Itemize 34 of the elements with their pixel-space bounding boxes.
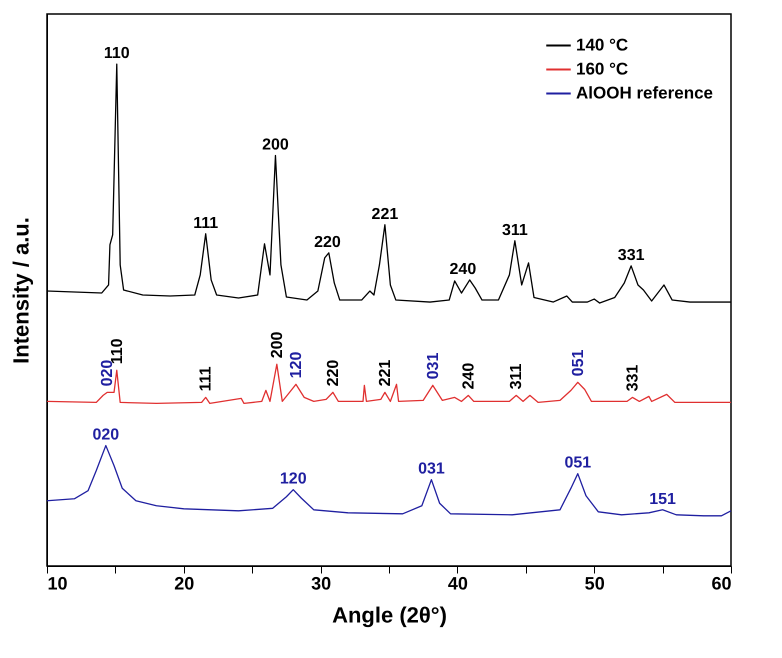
annotation: 221 [376,360,394,386]
legend-label: 140 °C [576,36,628,54]
annotation: 031 [418,460,445,478]
annotation: 200 [262,136,289,154]
x-axis-title: Angle (2θ°) [332,602,447,628]
annotation: 051 [564,454,592,472]
annotation: 120 [280,470,307,488]
annotation: 110 [104,45,130,62]
x-tick-label: 20 [174,574,194,594]
legend-label: 160 °C [576,60,628,78]
x-tick-label: 30 [311,574,332,594]
x-tick-label: 40 [448,574,468,594]
annotation: 220 [314,234,341,251]
annotation: 220 [324,360,342,386]
x-tick-label: 60 [711,574,732,594]
annotation: 200 [268,331,286,358]
annotation: 031 [424,352,442,380]
annotation: 221 [372,206,398,223]
annotation: 331 [624,364,642,392]
annotation: 311 [502,222,528,239]
annotation: 311 [508,363,526,390]
annotation: 111 [193,214,218,232]
annotation: 111 [198,366,215,392]
annotation: 051 [570,350,587,376]
y-axis-title: Intensity / a.u. [8,217,34,364]
annotation: 120 [288,352,305,378]
annotation: 331 [618,246,645,264]
annotation: 240 [460,362,478,390]
x-tick-label: 50 [584,574,605,594]
x-tick-label: 10 [48,574,68,594]
annotation: 020 [92,426,120,444]
annotation: 240 [450,260,476,278]
legend-label: AlOOH reference [576,84,713,102]
annotation: 151 [649,490,676,508]
